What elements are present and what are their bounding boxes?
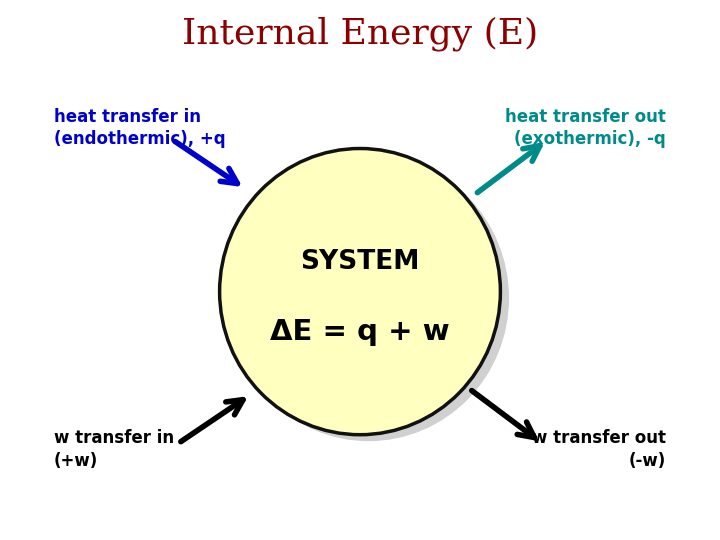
Text: heat transfer out
(exothermic), -q: heat transfer out (exothermic), -q — [505, 108, 666, 148]
Text: ΔE = q + w: ΔE = q + w — [270, 318, 450, 346]
Ellipse shape — [228, 155, 509, 441]
Text: SYSTEM: SYSTEM — [300, 249, 420, 275]
Text: Internal Energy (E): Internal Energy (E) — [182, 16, 538, 51]
Text: w transfer out
(-w): w transfer out (-w) — [532, 429, 666, 469]
Ellipse shape — [220, 148, 500, 435]
Text: w transfer in
(+w): w transfer in (+w) — [54, 429, 174, 469]
Text: heat transfer in
(endothermic), +q: heat transfer in (endothermic), +q — [54, 108, 225, 148]
